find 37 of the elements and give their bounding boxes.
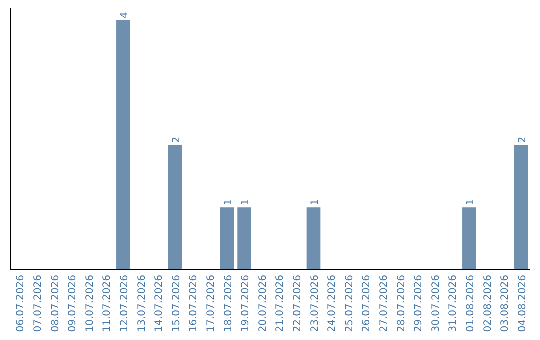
x-tick-label: 21.07.2026	[275, 275, 286, 332]
x-tick-label: 30.07.2026	[430, 275, 442, 332]
x-tick-label: 19.07.2026	[240, 275, 252, 332]
x-tick-label: 13.07.2026	[136, 275, 148, 332]
x-tick-label: 12.07.2026	[119, 275, 130, 332]
data-label: 1	[465, 199, 476, 206]
data-label: 1	[240, 199, 252, 206]
x-tick-label: 10.07.2026	[84, 275, 96, 332]
x-tick-label: 20.07.2026	[258, 275, 269, 332]
x-tick-label: 08.07.2026	[50, 275, 62, 332]
data-label: 2	[171, 136, 182, 144]
x-tick-label: 07.07.2026	[32, 275, 44, 332]
x-tick-label: 02.08.2026	[482, 275, 494, 332]
x-tick-label: 16.07.2026	[188, 275, 200, 332]
x-tick-label: 27.07.2026	[378, 275, 390, 332]
data-label: 1	[310, 199, 321, 206]
x-tick-label: 28.07.2026	[396, 275, 408, 332]
x-tick-label: 09.07.2026	[68, 275, 79, 332]
x-tick-label: 15.07.2026	[171, 275, 182, 332]
x-tick-label: 06.07.2026	[16, 275, 27, 332]
x-tick-label: 14.07.2026	[154, 275, 166, 332]
x-tick-label: 04.08.2026	[517, 275, 528, 332]
x-tick-label: 03.08.2026	[500, 275, 512, 332]
x-tick-label: 23.07.2026	[310, 275, 321, 332]
x-tick-label: 29.07.2026	[414, 275, 425, 332]
x-tick-label: 25.07.2026	[344, 275, 356, 332]
x-tick-label: 22.07.2026	[292, 275, 304, 332]
data-label: 2	[517, 136, 528, 144]
x-tick-label: 11.07.2026	[102, 275, 114, 332]
x-tick-label: 18.07.2026	[223, 275, 234, 332]
x-tick-label: 01.08.2026	[465, 275, 476, 332]
x-tick-label: 17.07.2026	[206, 275, 217, 332]
x-tick-label: 24.07.2026	[327, 275, 338, 332]
x-tick-label: 26.07.2026	[362, 275, 373, 332]
data-label: 1	[223, 199, 234, 206]
data-label: 4	[119, 12, 130, 18]
x-tick-label: 31.07.2026	[448, 275, 460, 332]
